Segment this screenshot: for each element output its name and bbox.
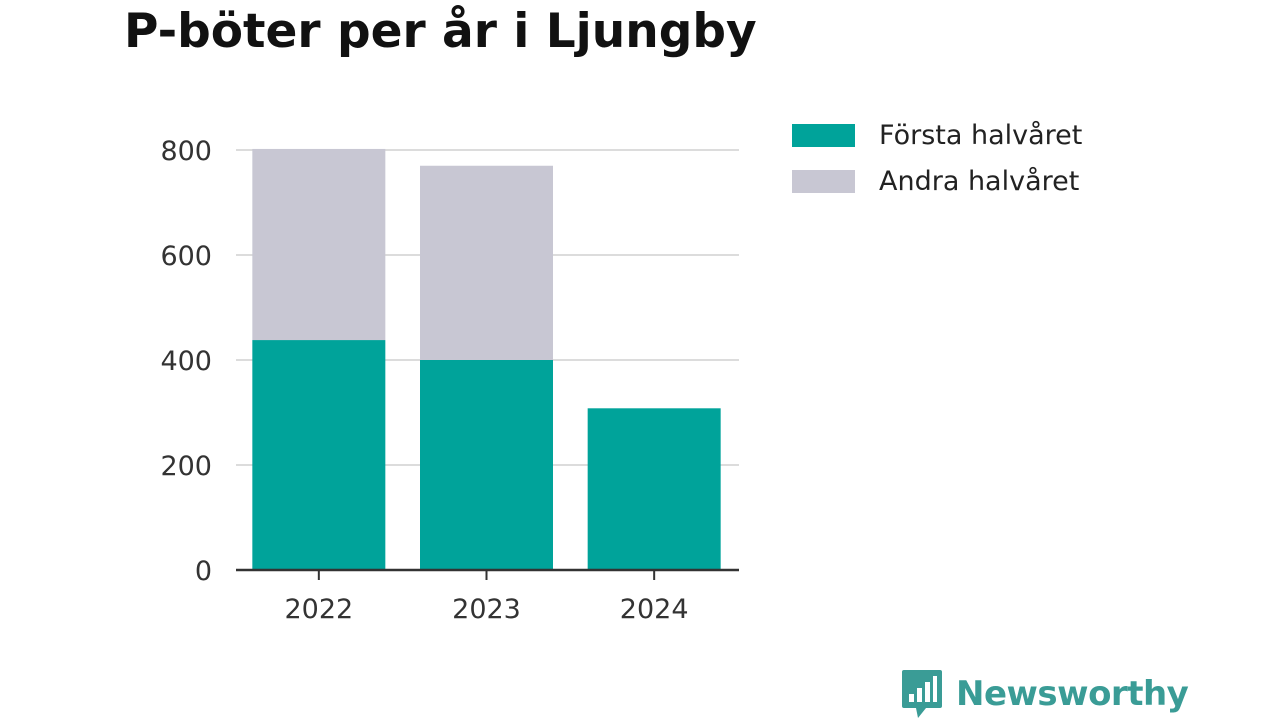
legend-label-andra: Andra halvåret <box>879 165 1080 197</box>
newsworthy-brand: Newsworthy <box>900 668 1189 720</box>
bar-2024-series-0 <box>587 408 721 570</box>
legend-swatch-forsta <box>792 123 855 147</box>
x-tick-label-2022: 2022 <box>284 594 353 625</box>
axes: 0 200 400 600 800 2022 2023 2024 <box>160 136 739 625</box>
bar-2023-series-0 <box>420 360 553 570</box>
y-tick-label-400: 400 <box>160 346 212 377</box>
x-tick-label-2024: 2024 <box>620 594 689 625</box>
bar-2022-series-0 <box>252 340 386 570</box>
bar-2023-series-1 <box>420 165 553 360</box>
bars <box>252 148 721 570</box>
y-tick-label-200: 200 <box>160 451 212 482</box>
legend-label-forsta: Första halvåret <box>879 119 1083 151</box>
x-tick-label-2023: 2023 <box>452 594 521 625</box>
y-tick-label-600: 600 <box>160 241 212 272</box>
chart-title: P-böter per år i Ljungby <box>124 4 757 59</box>
newsworthy-logo-icon <box>902 670 942 718</box>
y-tick-label-0: 0 <box>195 556 212 587</box>
brand-name: Newsworthy <box>956 674 1189 714</box>
legend-item-andra: Andra halvåret <box>792 158 1082 204</box>
bar-2022-series-1 <box>252 148 386 341</box>
legend-swatch-andra <box>792 169 855 193</box>
y-tick-label-800: 800 <box>160 136 212 167</box>
legend: Första halvåret Andra halvåret <box>792 112 1082 204</box>
legend-item-forsta: Första halvåret <box>792 112 1082 158</box>
